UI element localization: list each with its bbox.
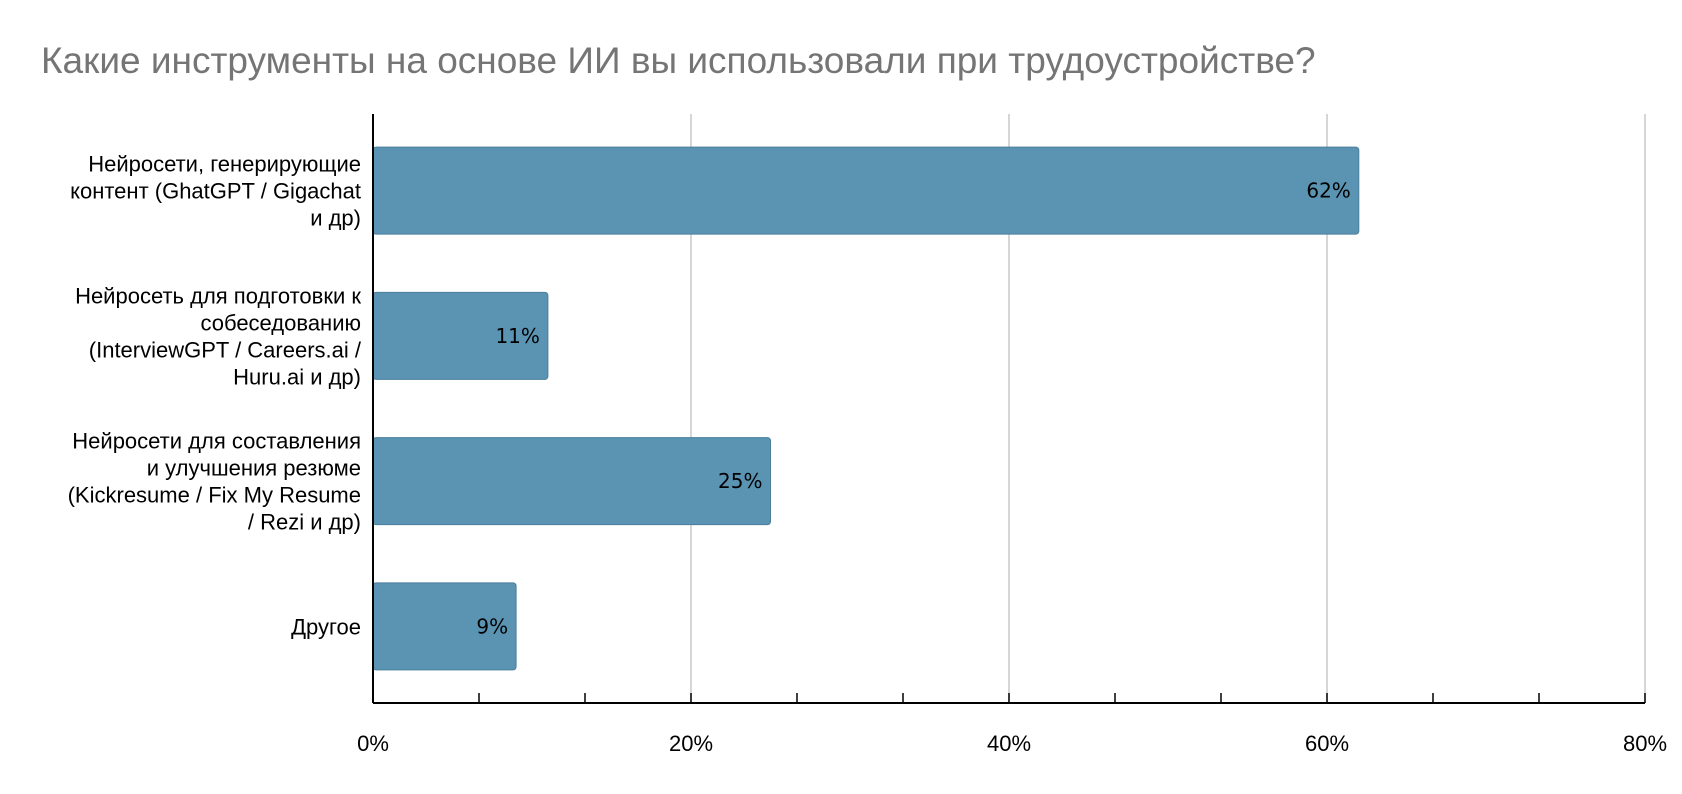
data-label-3: 9% (476, 614, 508, 638)
category-label-0: Нейросети, генерирующие контент (GhatGPT … (70, 152, 361, 231)
labels: 62% Нейросети, генерирующие контент (GhatG… (68, 152, 1667, 756)
category-label-2: Нейросети для составления и улучшения рез… (68, 429, 361, 535)
x-tick-label-20: 20% (669, 731, 713, 756)
bar-2 (372, 437, 771, 526)
axes (372, 114, 1646, 704)
category-label-1: Нейросеть для подготовки к собеседованию(… (75, 283, 362, 389)
x-tick-label-0: 0% (357, 731, 389, 756)
data-label-2: 25% (718, 469, 762, 493)
category-label-3: Другое (291, 614, 361, 639)
data-label-0: 62% (1306, 179, 1350, 203)
bars (372, 146, 1360, 671)
bar-0 (372, 146, 1360, 235)
x-tick-label-60: 60% (1305, 731, 1349, 756)
x-tick-label-80: 80% (1623, 731, 1667, 756)
data-label-1: 11% (495, 324, 539, 348)
x-tick-label-40: 40% (987, 731, 1031, 756)
chart-title: Какие инструменты на основе ИИ вы исполь… (41, 40, 1316, 81)
